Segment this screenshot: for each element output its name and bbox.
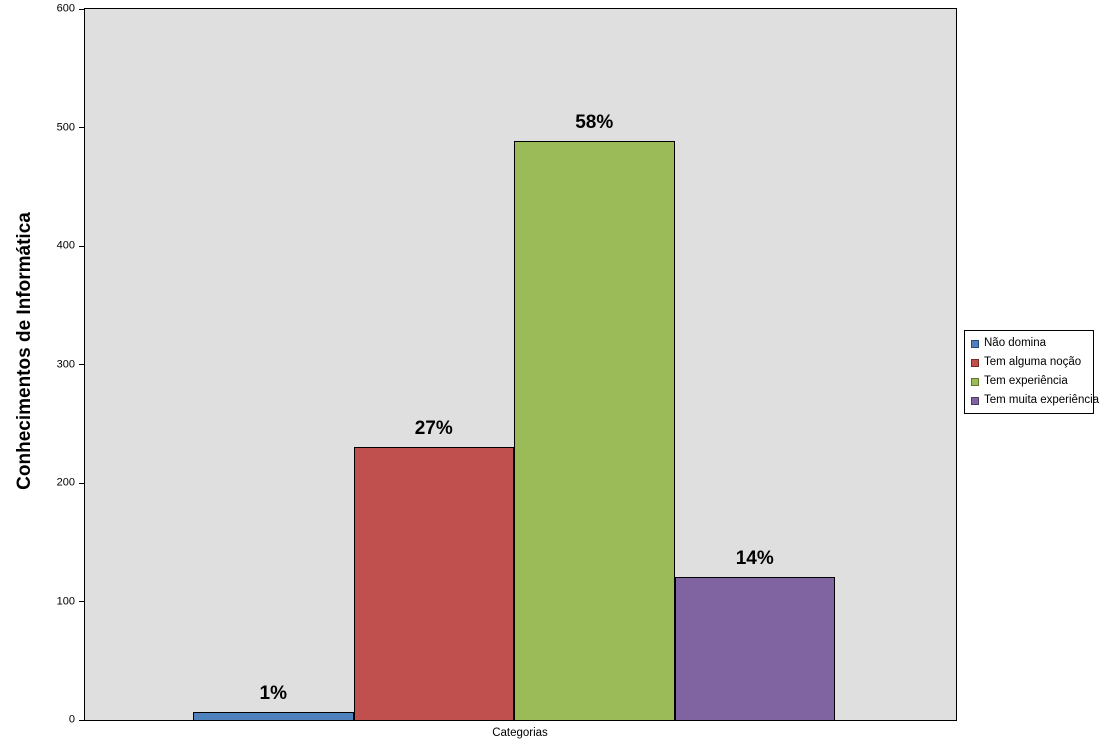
bar-data-label-2: 27% bbox=[414, 418, 453, 440]
y-tick-mark-100 bbox=[79, 601, 85, 602]
legend-item-1: Não domina bbox=[971, 338, 1087, 350]
legend-label: Tem alguma noção bbox=[984, 356, 1082, 369]
y-tick-mark-600 bbox=[79, 8, 85, 10]
y-tick-label-100: 100 bbox=[56, 595, 75, 607]
legend: Não domina Tem alguma noção Tem experiênci… bbox=[964, 330, 1099, 414]
y-tick-mark-400 bbox=[79, 245, 85, 247]
plot-area: 0 100 200 300 400 500 600 1% 27% 58% 14% bbox=[57, 3, 957, 725]
y-axis-title: Conhecimentos de Informática bbox=[14, 212, 35, 490]
legend-item-2: Tem alguma noção bbox=[971, 357, 1087, 369]
y-tick-mark-300 bbox=[79, 364, 85, 365]
bar-2 bbox=[353, 447, 514, 720]
y-tick-mark-200 bbox=[79, 482, 85, 484]
y-tick-label-0: 0 bbox=[68, 713, 75, 726]
y-tick-label-300: 300 bbox=[56, 358, 75, 370]
bar-1 bbox=[193, 711, 354, 720]
y-tick-mark-500 bbox=[79, 127, 85, 128]
legend-item-4: Tem muita experiência bbox=[971, 395, 1099, 407]
y-tick-label-500: 500 bbox=[56, 121, 75, 133]
legend-swatch-icon bbox=[971, 397, 979, 405]
legend-label: Tem muita experiência bbox=[984, 394, 1100, 407]
bar-data-label-1: 1% bbox=[259, 682, 287, 704]
x-axis-title: Categorias bbox=[492, 727, 548, 739]
legend-item-3: Tem experiência bbox=[971, 376, 1087, 388]
y-tick-label-400: 400 bbox=[56, 239, 75, 252]
legend-label: Não domina bbox=[984, 337, 1047, 350]
legend-swatch-icon bbox=[971, 340, 979, 348]
y-tick-mark-0 bbox=[79, 719, 85, 721]
bar-data-label-3: 58% bbox=[575, 111, 614, 133]
legend-label: Tem experiência bbox=[984, 375, 1068, 388]
legend-swatch-icon bbox=[971, 378, 979, 386]
bar-data-label-4: 14% bbox=[735, 547, 774, 569]
bar-3 bbox=[514, 140, 675, 720]
y-tick-label-600: 600 bbox=[56, 2, 75, 15]
y-tick-label-200: 200 bbox=[56, 476, 75, 489]
bar-4 bbox=[674, 576, 835, 720]
legend-swatch-icon bbox=[971, 359, 979, 367]
